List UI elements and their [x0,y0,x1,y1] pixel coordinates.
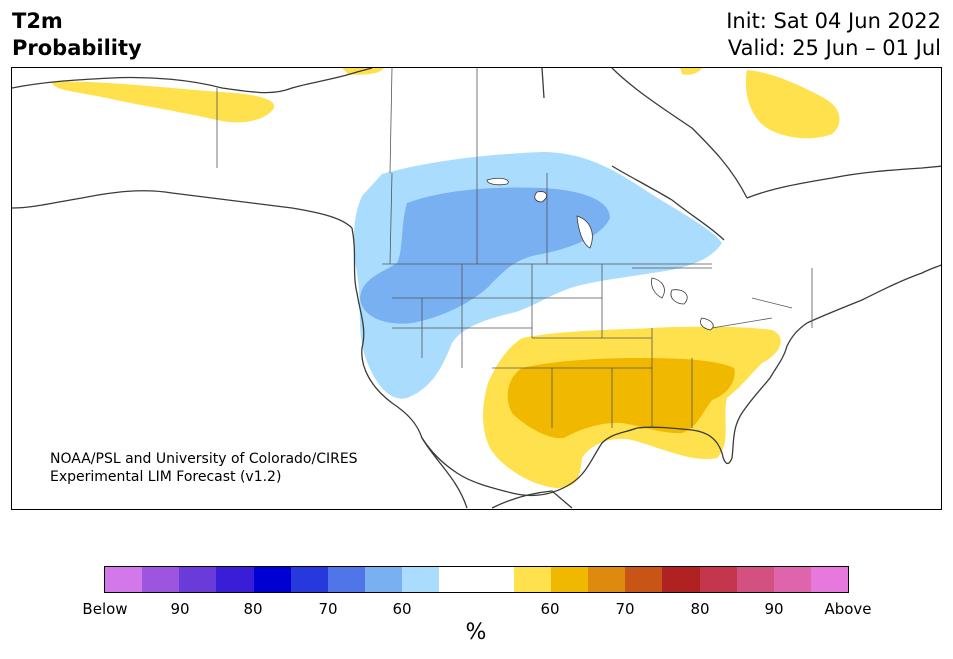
political-borders [216,68,813,428]
colorbar-cell [810,567,849,592]
colorbar-tick-label: 70 [318,600,338,618]
colorbar-tick-label: 70 [615,600,635,618]
map-svg: NOAA/PSL and University of Colorado/CIRE… [12,68,941,509]
credit-line-2: Experimental LIM Forecast (v1.2) [50,469,282,485]
colorbar-tick-label: 80 [243,600,263,618]
probability-shading [52,68,840,488]
colorbar-cell [550,567,589,592]
coastlines [12,68,941,509]
colorbar-cell [290,567,328,592]
colorbar-cell [365,567,403,592]
probability-title: Probability [12,36,142,60]
colorbar-cell [662,567,700,592]
colorbar-cell [625,567,663,592]
variable-title: T2m [12,9,63,33]
colorbar-tick-label: 60 [392,600,412,618]
colorbar-cell [105,567,143,592]
credit-line-1: NOAA/PSL and University of Colorado/CIRE… [50,451,358,467]
forecast-map: NOAA/PSL and University of Colorado/CIRE… [11,67,942,510]
colorbar-cell [216,567,254,592]
probability-colorbar [104,566,849,593]
colorbar-cell [253,567,291,592]
colorbar-tick-label: Below [82,600,128,618]
credit-text: NOAA/PSL and University of Colorado/CIRE… [50,450,358,486]
colorbar-cell [588,567,626,592]
colorbar-cell [179,567,217,592]
colorbar-cell [439,567,477,592]
colorbar-cell [513,567,551,592]
above-alaska-region [52,81,275,123]
colorbar-tick-label: Above [824,600,872,618]
colorbar-tick-label: 90 [764,600,784,618]
colorbar-cell [402,567,440,592]
colorbar-tick-label: 80 [690,600,710,618]
colorbar-cell [736,567,774,592]
colorbar-cell [773,567,811,592]
colorbar-cell [142,567,180,592]
init-date: Init: Sat 04 Jun 2022 [726,9,941,33]
colorbar-tick-label: 90 [170,600,190,618]
above-northeast-canada-region [745,70,840,139]
colorbar-unit: % [465,620,487,645]
colorbar-cell [327,567,366,592]
colorbar-cell [699,567,737,592]
forecast-dates: Init: Sat 04 Jun 2022 Valid: 25 Jun – 01… [726,8,941,62]
colorbar-cell [476,567,514,592]
chart-title: T2m Probability [12,8,142,62]
valid-date: Valid: 25 Jun – 01 Jul [727,36,941,60]
lakes [486,177,714,331]
below-medium-region [360,187,610,324]
above-medium-region [507,358,735,439]
colorbar-tick-label: 60 [540,600,560,618]
